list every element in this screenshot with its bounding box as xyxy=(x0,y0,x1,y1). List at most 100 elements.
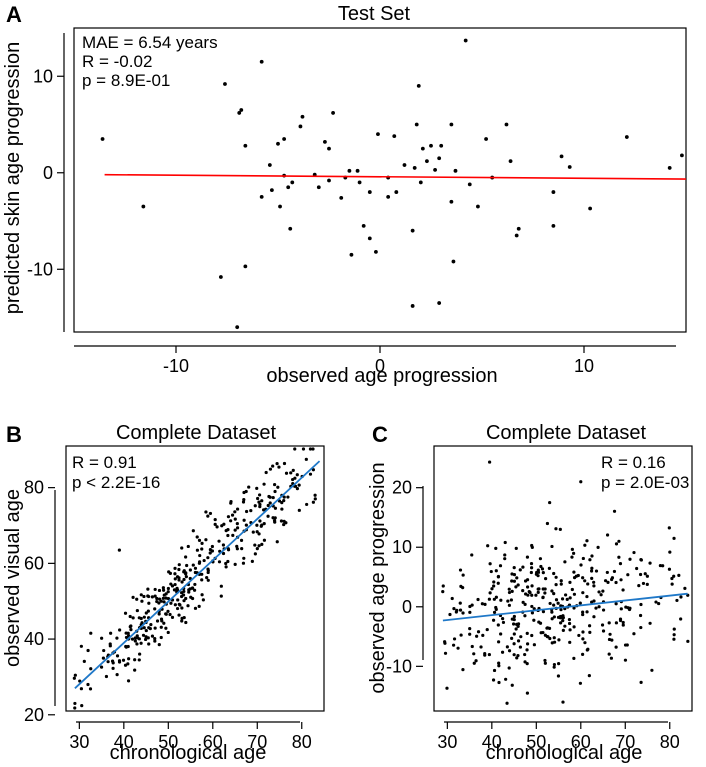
data-point xyxy=(667,166,672,170)
data-point xyxy=(361,223,366,228)
data-point xyxy=(543,661,547,665)
data-point xyxy=(550,544,554,549)
data-point xyxy=(173,566,177,570)
data-point xyxy=(316,185,321,190)
data-point xyxy=(563,560,567,564)
data-point xyxy=(491,618,496,622)
data-point xyxy=(279,519,284,523)
data-point xyxy=(367,190,372,194)
data-point xyxy=(556,674,561,678)
data-point xyxy=(588,206,593,211)
data-point xyxy=(188,568,192,572)
y-tick-label: 0 xyxy=(43,163,53,183)
data-point xyxy=(657,601,661,606)
data-point xyxy=(581,556,585,561)
data-point xyxy=(551,223,556,228)
data-point xyxy=(266,503,270,508)
data-point xyxy=(521,589,525,593)
data-point xyxy=(461,573,465,577)
data-point xyxy=(501,617,505,621)
data-point xyxy=(448,612,452,617)
panel-a-plot-frame xyxy=(73,27,687,333)
data-point xyxy=(632,550,636,555)
data-point xyxy=(208,551,212,555)
data-point xyxy=(530,633,534,638)
data-point xyxy=(686,639,690,643)
x-tick-label: 50 xyxy=(158,732,178,752)
data-point xyxy=(614,602,618,606)
data-point xyxy=(327,178,331,183)
data-point xyxy=(295,473,299,477)
data-point xyxy=(624,135,629,139)
data-point xyxy=(161,596,165,600)
data-point xyxy=(618,617,623,621)
data-point xyxy=(73,701,77,706)
data-point xyxy=(578,601,582,605)
data-point xyxy=(516,622,521,626)
data-point xyxy=(545,626,550,630)
data-point xyxy=(518,568,522,572)
data-point xyxy=(624,605,628,609)
data-point xyxy=(519,635,523,639)
data-point xyxy=(277,465,281,469)
data-point xyxy=(157,612,161,616)
data-point xyxy=(459,584,463,588)
data-point xyxy=(557,638,561,642)
data-point xyxy=(255,547,259,551)
data-point xyxy=(117,548,121,552)
data-point xyxy=(490,587,494,591)
data-point xyxy=(429,143,433,148)
panel-b-r-annotation: R = 0.91 xyxy=(72,453,137,472)
data-point xyxy=(579,563,583,567)
data-point xyxy=(147,601,151,605)
panel-b-letter: B xyxy=(6,422,22,447)
data-point xyxy=(547,566,551,571)
data-point xyxy=(504,677,508,681)
data-point xyxy=(184,620,188,625)
data-point xyxy=(133,668,137,672)
data-point xyxy=(217,539,221,543)
data-point xyxy=(394,190,399,194)
data-point xyxy=(483,602,487,607)
data-point xyxy=(512,642,516,646)
data-point xyxy=(570,547,574,551)
data-point xyxy=(614,542,619,546)
data-point xyxy=(176,598,180,602)
data-point xyxy=(639,602,643,607)
data-point xyxy=(150,595,154,599)
data-point xyxy=(476,597,480,602)
data-point xyxy=(161,586,165,590)
x-tick-label: -10 xyxy=(163,356,189,376)
data-point xyxy=(150,634,155,638)
data-point xyxy=(219,594,223,598)
data-point xyxy=(273,482,277,487)
data-point xyxy=(144,611,148,615)
data-point xyxy=(672,536,676,540)
data-point xyxy=(518,645,523,649)
data-point xyxy=(641,581,646,586)
data-point xyxy=(159,625,163,629)
data-point xyxy=(226,548,231,552)
data-point xyxy=(186,544,190,549)
data-point xyxy=(193,606,198,610)
data-point xyxy=(206,514,210,518)
data-point xyxy=(572,625,576,629)
data-point xyxy=(250,559,254,564)
panel-c-r-annotation: R = 0.16 xyxy=(601,453,666,472)
data-point xyxy=(512,566,516,570)
data-point xyxy=(679,617,683,621)
data-point xyxy=(510,636,514,640)
data-point xyxy=(507,649,512,653)
data-point xyxy=(567,617,572,622)
data-point xyxy=(512,653,516,657)
data-point xyxy=(153,639,157,643)
data-point xyxy=(554,598,559,602)
data-point xyxy=(308,472,313,476)
y-tick-label: 40 xyxy=(24,629,44,649)
data-point xyxy=(632,632,636,636)
data-point xyxy=(494,595,498,599)
data-point xyxy=(548,601,552,606)
panel-a-x-axis-title: observed age progression xyxy=(266,365,497,387)
y-tick-label: -10 xyxy=(27,259,53,279)
data-point xyxy=(115,636,119,640)
